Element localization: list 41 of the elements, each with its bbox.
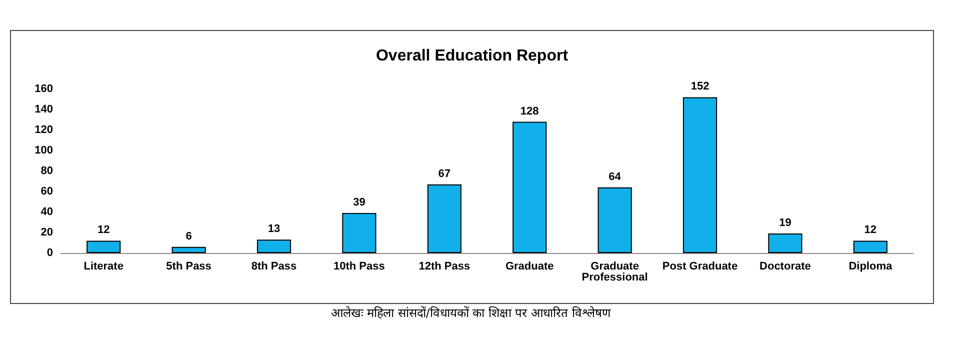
y-tick-label: 0	[46, 247, 53, 259]
x-tick-label: Graduate	[505, 260, 554, 272]
bar	[172, 246, 206, 253]
y-tick-label: 140	[34, 104, 53, 116]
x-tick-label: Diploma	[848, 260, 893, 272]
y-tick-label: 40	[40, 206, 53, 218]
data-label: 67	[438, 168, 451, 180]
data-label: 6	[186, 230, 192, 242]
data-label: 152	[690, 80, 710, 93]
bar	[768, 234, 802, 253]
x-tick-label: 12th Pass	[418, 260, 470, 272]
x-tick-label: Doctorate	[760, 260, 811, 272]
data-label: 12	[864, 224, 877, 236]
y-tick-label: 100	[34, 144, 53, 156]
bar	[342, 213, 376, 253]
bar	[427, 184, 462, 253]
chart-title: Overall Education Report	[376, 48, 569, 64]
y-tick-label: 20	[40, 226, 53, 238]
data-label: 12	[97, 224, 110, 236]
x-tick-label: Literate	[84, 260, 124, 272]
data-label: 64	[608, 170, 622, 183]
y-tick-label: 60	[40, 186, 53, 198]
bar	[853, 240, 888, 253]
text: आलेखः महिला सांसदों/विधायकों का शिक्षा पर आधारित विश्लेषण	[330, 305, 612, 321]
x-tick-label: Post Graduate	[662, 260, 738, 272]
bar	[598, 187, 632, 253]
x-tick-label: 5th Pass	[166, 260, 212, 272]
x-tick-label: 8th Pass	[251, 260, 297, 272]
data-label: 128	[520, 105, 539, 118]
y-tick-label: 120	[34, 124, 53, 136]
y-tick-label: 80	[40, 165, 53, 177]
y-tick-label: 160	[34, 83, 53, 95]
bar	[512, 122, 547, 253]
bar	[256, 240, 292, 253]
bar	[682, 97, 718, 253]
x-tick-label: 10th Pass	[334, 260, 385, 272]
data-label: 39	[353, 196, 366, 209]
bar	[86, 240, 121, 253]
data-label: 19	[779, 217, 792, 230]
data-label: 13	[268, 223, 280, 236]
x-tick-label: Graduate Professional	[582, 260, 648, 284]
